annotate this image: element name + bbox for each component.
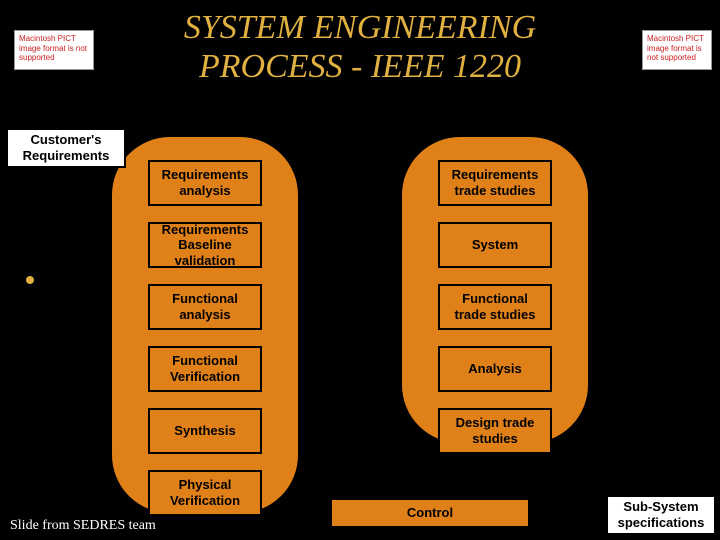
box-left-0: Requirements analysis xyxy=(148,160,262,206)
box-left-5: Physical Verification xyxy=(148,470,262,516)
pict-placeholder-left: Macintosh PICT image format is not suppo… xyxy=(14,30,94,70)
box-right-0: Requirements trade studies xyxy=(438,160,552,206)
box-left-1: Requirements Baseline validation xyxy=(148,222,262,268)
slide-footer: Slide from SEDRES team xyxy=(10,518,156,534)
box-right-2: Functional trade studies xyxy=(438,284,552,330)
box-left-3: Functional Verification xyxy=(148,346,262,392)
box-left-4: Synthesis xyxy=(148,408,262,454)
box-subsystem-specs: Sub-System specifications xyxy=(606,495,716,535)
box-right-4: Design trade studies xyxy=(438,408,552,454)
box-left-2: Functional analysis xyxy=(148,284,262,330)
box-control: Control xyxy=(330,498,530,528)
title-line2: PROCESS - IEEE 1220 xyxy=(184,47,536,86)
pict-placeholder-right: Macintosh PICT image format is not suppo… xyxy=(642,30,712,70)
box-customer-requirements: Customer's Requirements xyxy=(6,128,126,168)
box-right-1: System xyxy=(438,222,552,268)
box-right-3: Analysis xyxy=(438,346,552,392)
title-line1: SYSTEM ENGINEERING xyxy=(184,8,536,47)
bullet-decoration xyxy=(26,276,34,284)
slide-title: SYSTEM ENGINEERING PROCESS - IEEE 1220 xyxy=(184,8,536,86)
